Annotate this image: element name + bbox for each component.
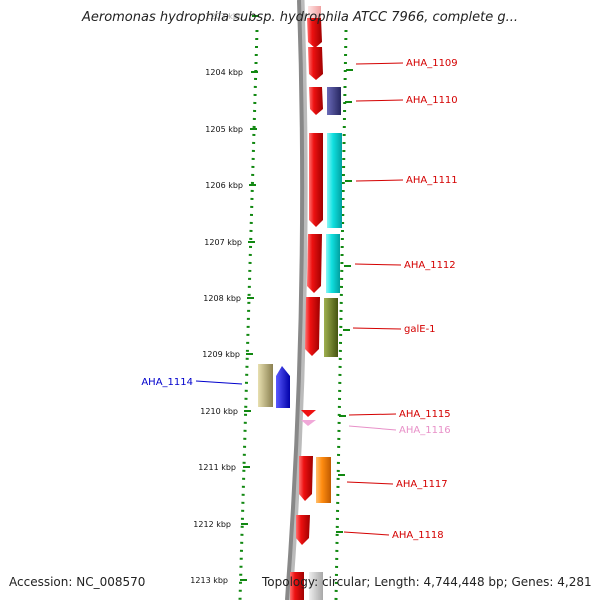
gene-block[interactable]	[290, 572, 304, 600]
gene-label[interactable]: AHA_1116	[399, 425, 451, 436]
gene-label[interactable]: AHA_1110	[406, 95, 458, 106]
tick-label: 1204 kbp	[205, 68, 243, 77]
backbone	[285, 0, 305, 600]
gene-arrow[interactable]	[324, 298, 338, 357]
gene-label[interactable]: AHA_1117	[396, 479, 448, 490]
gene-block[interactable]	[326, 234, 340, 293]
gene-block[interactable]	[327, 133, 342, 228]
gene-arrow[interactable]	[307, 18, 322, 48]
gene-label[interactable]: AHA_1114	[141, 377, 193, 388]
tick-label: 1213 kbp	[190, 576, 228, 585]
gene-labels: AHA_1109 AHA_1110 AHA_1111 AHA_1112 galE…	[141, 58, 457, 541]
gene-arrow[interactable]	[305, 297, 320, 356]
tick-label: 1208 kbp	[203, 294, 241, 303]
gene-label[interactable]: galE-1	[404, 324, 436, 335]
gene-arrow[interactable]	[309, 87, 323, 115]
left-dotted-track	[238, 29, 259, 600]
gene-label[interactable]: AHA_1112	[404, 260, 456, 271]
gene-label[interactable]: AHA_1115	[399, 409, 451, 420]
gene-label[interactable]: AHA_1109	[406, 58, 458, 69]
gene-block[interactable]	[258, 364, 273, 407]
tick-label: 1207 kbp	[204, 238, 242, 247]
tick-label: 1209 kbp	[202, 350, 240, 359]
gene-arrow[interactable]	[301, 410, 316, 417]
accession-label: Accession: NC_008570	[9, 575, 146, 589]
gene-label[interactable]: AHA_1118	[392, 530, 444, 541]
tick-label: 1210 kbp	[200, 407, 238, 416]
tick-label: 1205 kbp	[205, 125, 243, 134]
topology-label: Topology: circular; Length: 4,744,448 bp…	[262, 575, 592, 589]
tick-label: 1203 kbp	[205, 12, 243, 21]
kbp-labels: 1203 kbp 1204 kbp 1205 kbp 1206 kbp 1207…	[190, 12, 243, 585]
gene-arrow[interactable]	[308, 47, 323, 80]
gene-arrow[interactable]	[301, 420, 316, 426]
gene-arrow[interactable]	[299, 456, 313, 501]
tick-label: 1206 kbp	[205, 181, 243, 190]
tick-label: 1211 kbp	[198, 463, 236, 472]
gene-arrow[interactable]	[309, 133, 323, 227]
tick-marks	[240, 15, 353, 581]
gene-label[interactable]: AHA_1111	[406, 175, 458, 186]
tick-label: 1212 kbp	[193, 520, 231, 529]
gene-arrow[interactable]	[276, 366, 290, 408]
gene-arrow[interactable]	[296, 515, 310, 545]
map-title: Aeromonas hydrophila subsp. hydrophila A…	[81, 10, 519, 25]
gene-arrow[interactable]	[307, 234, 322, 293]
label-lines	[195, 62, 404, 536]
gene-features	[258, 6, 342, 600]
gene-block[interactable]	[316, 457, 331, 503]
gene-block[interactable]	[309, 572, 323, 600]
gene-block[interactable]	[327, 87, 341, 115]
